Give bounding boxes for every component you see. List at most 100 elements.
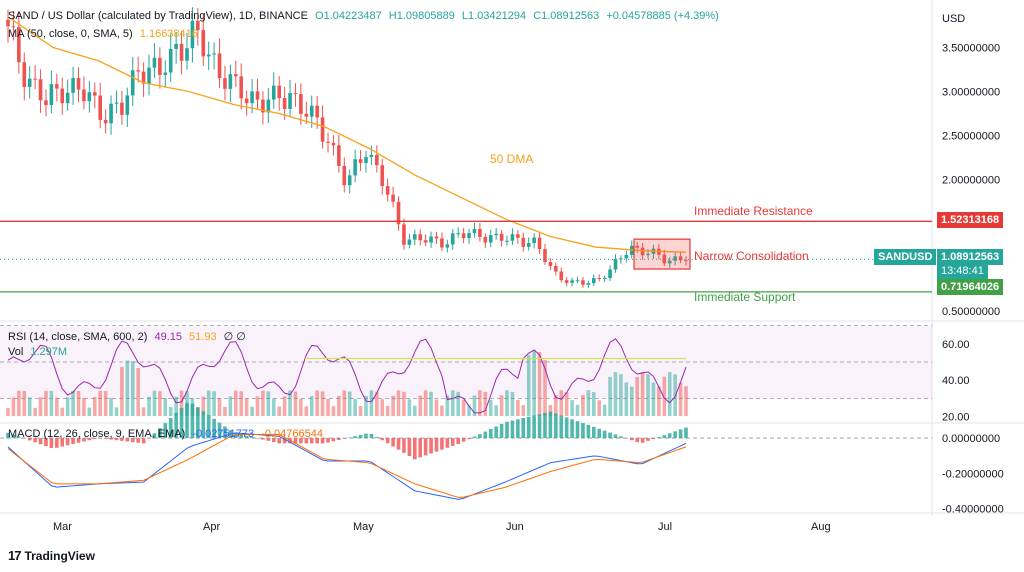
macd-histogram-bar [120,438,124,441]
macd-histogram-bar [326,438,330,443]
volume-bar [396,390,401,416]
volume-bar [640,372,645,416]
macd-label: MACD (12, 26, close, 9, EMA, EMA) [8,428,186,440]
candle-body [65,92,70,104]
macd-histogram-bar [223,426,227,439]
macd-histogram-bar [629,438,634,441]
macd-histogram-bar [391,438,395,447]
macd-histogram-bar [537,414,542,439]
candle-body [337,145,341,166]
volume-bar [461,399,466,416]
macd-histogram-bar [196,407,200,439]
macd-histogram-bar [678,429,683,439]
high-value: H1.09805889 [388,10,455,22]
macd-legend: MACD (12, 26, close, 9, EMA, EMA) -0.027… [8,428,327,440]
macd-histogram-bar [483,431,488,439]
signal-line [7,434,687,498]
macd-histogram-bar [543,412,547,439]
volume-bar [179,390,184,416]
macd-histogram-bar [456,438,460,444]
volume-bar [662,376,667,416]
consolidation-box [633,238,691,270]
macd-histogram-bar [255,438,260,439]
candle-body [478,228,482,237]
volume-bar [673,374,677,416]
macd-histogram-bar [564,417,569,439]
macd-histogram-bar [488,428,493,439]
volume-bar [304,406,309,416]
candle-body [434,236,439,239]
macd-histogram-bar [331,438,336,442]
volume-bar [201,396,206,416]
macd-histogram-bar [646,438,650,441]
macd-histogram-bar [109,438,113,440]
rsi-value: 49.15 [154,331,182,343]
macd-histogram-bar [684,427,688,439]
candle-body [413,234,417,240]
candle-body [239,76,244,99]
macd-histogram-bar [429,438,433,454]
volume-bar [17,390,21,416]
support-badge: 0.71964026 [937,279,1004,295]
volume-bar [136,368,140,416]
candle-body [483,236,488,243]
candle-body [288,93,292,109]
macd-histogram-bar [250,437,254,439]
candle-body [624,254,629,259]
macd-histogram-bar [499,423,504,439]
brand-label: TradingView [24,548,95,563]
volume-bar [114,407,119,416]
volume-bar [353,399,357,416]
macd-histogram-bar [608,432,612,439]
tradingview-brand[interactable]: 17 TradingView [8,548,95,563]
volume-bar [33,407,37,416]
macd-histogram-bar [510,420,515,439]
signal-value: -0.04766544 [261,428,323,440]
volume-bar [174,396,178,416]
volume-bar [239,391,244,416]
volume-bar [342,390,347,416]
candle-body [559,271,564,281]
macd-histogram-bar [353,436,357,439]
candle-body [450,233,455,245]
candle-body [114,102,119,104]
rsi-tick-label: 20.00 [942,412,970,424]
volume-bar [65,397,70,416]
candle-body [369,154,374,158]
macd-histogram-bar [44,438,48,447]
volume-bar [71,390,75,416]
volume-bar [163,398,168,416]
candle-body [38,79,43,101]
candle-body [440,238,444,248]
candle-body [667,260,672,264]
candle-body [206,54,211,57]
volume-bar [109,397,113,416]
macd-histogram-bar [450,438,455,446]
macd-histogram-bar [581,423,585,439]
macd-histogram-bar [673,431,677,439]
volume-bar [467,405,471,416]
candle-body [141,71,146,84]
candle-body [331,142,336,146]
candle-body [684,260,688,262]
candle-body [261,99,265,113]
candle-body [586,283,591,285]
candle-body [581,280,585,285]
candle-body [152,57,157,68]
candle-body [22,62,27,87]
candle-body [673,256,677,261]
low-value: L1.03421294 [461,10,527,22]
volume-bar [369,390,374,416]
macd-histogram-bar [445,438,450,448]
resistance-badge: 1.52313168 [937,212,1004,228]
volume-bar [130,361,135,416]
candle-body [125,95,130,115]
candle-body [309,105,314,117]
candle-body [17,27,21,63]
rsi-ma-value: 51.93 [189,331,217,343]
volume-bar [141,407,146,416]
currency-label: USD [942,13,965,25]
volume-bar [76,391,81,416]
macd-histogram-bar [619,436,623,439]
